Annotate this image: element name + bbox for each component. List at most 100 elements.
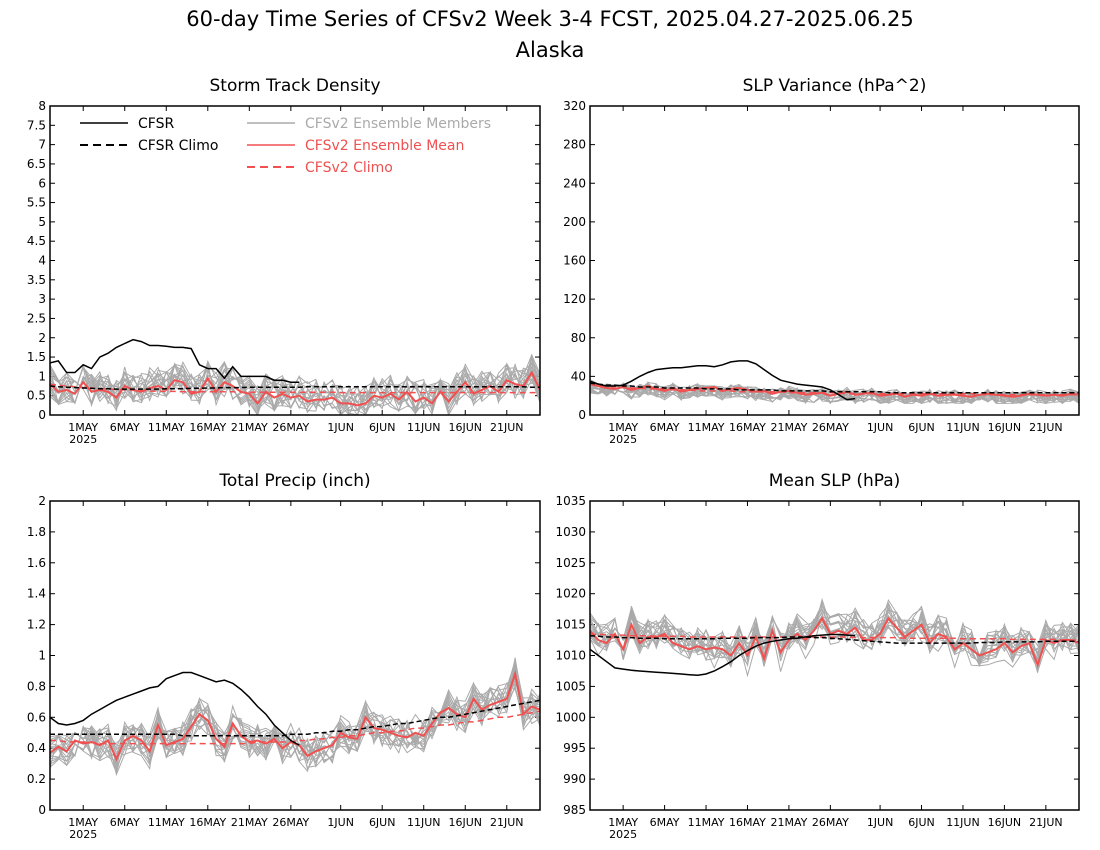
y-tick-label: 1030 — [555, 525, 586, 539]
y-tick-label: 0 — [578, 408, 586, 422]
x-tick-label: 6MAY — [110, 816, 140, 829]
x-tick-label: 6JUN — [369, 421, 396, 434]
plot-area — [50, 338, 540, 415]
x-tick-label: 6MAY — [650, 816, 680, 829]
y-tick-label: 990 — [563, 772, 586, 786]
series-line-ensemble-member — [590, 379, 1079, 405]
x-tick-label: 11MAY — [148, 421, 185, 434]
x-tick-label: 26MAY — [812, 421, 849, 434]
series-line-ensemble-member — [50, 360, 540, 411]
y-tick-label: 160 — [563, 254, 586, 268]
x-tick-label: 6JUN — [369, 816, 396, 829]
x-tick-label: 11MAY — [688, 816, 725, 829]
series-line-ensemble-member — [590, 604, 1079, 673]
x-tick-label: 1MAY — [68, 816, 98, 829]
x-tick-label: 21MAY — [231, 816, 268, 829]
series-line-cfsr-climo — [50, 385, 540, 390]
y-tick-label: 1.8 — [27, 525, 46, 539]
x-tick-label: 16JUN — [988, 816, 1022, 829]
x-tick-label: 21JUN — [1029, 421, 1063, 434]
x-tick-label: 6MAY — [650, 421, 680, 434]
y-tick-label: 3 — [38, 292, 46, 306]
y-tick-label: 0 — [38, 803, 46, 817]
x-tick-label: 21MAY — [231, 421, 268, 434]
y-tick-label: 1000 — [555, 710, 586, 724]
series-line-cfsv2-climo — [590, 633, 1079, 641]
y-tick-label: 320 — [563, 99, 586, 113]
y-tick-label: 80 — [571, 331, 586, 345]
series-line-cfsr — [50, 338, 300, 383]
x-tick-label: 16JUN — [448, 421, 482, 434]
x-tick-label: 11JUN — [946, 816, 980, 829]
y-tick-label: 120 — [563, 292, 586, 306]
y-tick-label: 40 — [571, 369, 586, 383]
y-tick-label: 1025 — [555, 556, 586, 570]
y-tick-label: 5 — [38, 215, 46, 229]
y-tick-label: 1 — [38, 369, 46, 383]
x-tick-label: 1MAY — [608, 421, 638, 434]
x-tick-year-label: 2025 — [609, 828, 637, 841]
x-tick-label: 11JUN — [946, 421, 980, 434]
x-tick-label: 26MAY — [812, 816, 849, 829]
panel-title: Storm Track Density — [209, 76, 380, 96]
y-tick-label: 1.4 — [27, 587, 46, 601]
x-tick-label: 1JUN — [867, 816, 894, 829]
legend: CFSR CFSR Climo CFSv2 Ensemble Members CFSv… — [80, 116, 491, 176]
y-tick-label: 6 — [38, 176, 46, 190]
x-tick-label: 16MAY — [189, 421, 226, 434]
y-tick-label: 5.5 — [27, 196, 46, 210]
x-tick-label: 16JUN — [988, 421, 1022, 434]
y-tick-label: 1020 — [555, 587, 586, 601]
y-tick-label: 995 — [563, 741, 586, 755]
x-tick-label: 6MAY — [110, 421, 140, 434]
panel-title: Mean SLP (hPa) — [769, 471, 901, 491]
x-tick-label: 16JUN — [448, 816, 482, 829]
x-tick-label: 11MAY — [688, 421, 725, 434]
y-tick-label: 1 — [38, 649, 46, 663]
y-tick-label: 0.6 — [27, 710, 46, 724]
x-tick-year-label: 2025 — [69, 433, 97, 446]
y-tick-label: 280 — [563, 138, 586, 152]
series-line-cfsr-climo — [50, 699, 540, 737]
series-line-cfsr-climo — [590, 634, 1079, 644]
y-tick-label: 985 — [563, 803, 586, 817]
y-tick-label: 240 — [563, 176, 586, 190]
x-tick-year-label: 2025 — [69, 828, 97, 841]
x-tick-label: 6JUN — [908, 816, 935, 829]
x-tick-label: 16MAY — [729, 421, 766, 434]
panel-title: SLP Variance (hPa^2) — [743, 76, 927, 96]
plot-frame — [49, 500, 541, 811]
plot-area — [590, 597, 1079, 678]
y-tick-label: 0.2 — [27, 772, 46, 786]
x-tick-label: 16MAY — [729, 816, 766, 829]
y-tick-label: 1.2 — [27, 618, 46, 632]
y-tick-label: 1035 — [555, 494, 586, 508]
x-tick-label: 21JUN — [490, 816, 524, 829]
panel-2: SLP Variance (hPa^2) 0 40 80 120 160 200 240 280… — [563, 76, 1080, 446]
x-tick-label: 21JUN — [490, 421, 524, 434]
x-tick-label: 21JUN — [1029, 816, 1063, 829]
y-tick-label: 1.5 — [27, 350, 46, 364]
plot-frame — [589, 500, 1080, 811]
plot-area — [590, 360, 1079, 405]
figure-subtitle: Alaska — [516, 38, 585, 62]
series-line-ensemble-member — [50, 683, 540, 763]
series-line-ensemble-member — [590, 609, 1079, 666]
legend-label: CFSv2 Ensemble Members — [305, 116, 491, 132]
y-tick-label: 2 — [38, 494, 46, 508]
series-line-cfsv2-climo — [50, 710, 540, 745]
legend-label: CFSR Climo — [138, 138, 218, 154]
y-tick-label: 1005 — [555, 679, 586, 693]
y-tick-label: 4.5 — [27, 234, 46, 248]
x-tick-label: 1JUN — [327, 421, 354, 434]
y-tick-label: 0.8 — [27, 679, 46, 693]
series-line-ensemble-mean — [590, 616, 1079, 668]
plot-frame — [589, 105, 1080, 416]
legend-label: CFSv2 Ensemble Mean — [305, 138, 464, 154]
y-tick-label: 1010 — [555, 649, 586, 663]
y-tick-label: 4 — [38, 254, 46, 268]
x-tick-label: 26MAY — [272, 816, 309, 829]
x-tick-label: 11MAY — [148, 816, 185, 829]
y-tick-label: 6.5 — [27, 157, 46, 171]
